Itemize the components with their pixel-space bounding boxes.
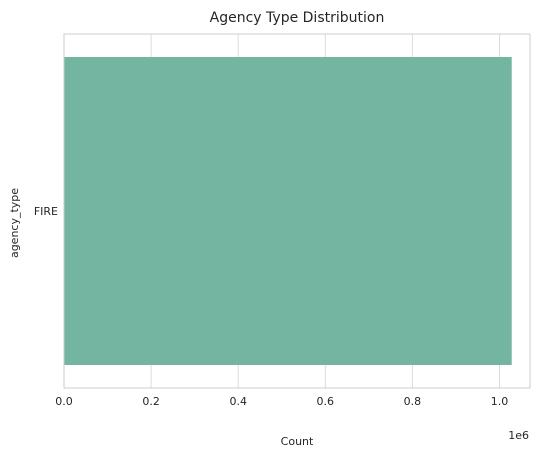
chart-title: Agency Type Distribution bbox=[210, 10, 385, 26]
x-tick-label: 0.6 bbox=[317, 395, 335, 408]
y-axis-label: agency_type bbox=[8, 188, 21, 258]
x-tick-label: 1.0 bbox=[491, 395, 509, 408]
x-tick-label: 0.2 bbox=[142, 395, 160, 408]
x-tick-label: 0.8 bbox=[404, 395, 422, 408]
bar bbox=[64, 57, 512, 365]
x-axis-label: Count bbox=[281, 435, 314, 448]
x-scale-label: 1e6 bbox=[508, 429, 529, 442]
y-tick-label: FIRE bbox=[34, 205, 58, 218]
x-tick-label: 0.4 bbox=[229, 395, 247, 408]
plot-frame bbox=[63, 33, 531, 389]
y-ticks: FIRE bbox=[34, 205, 58, 218]
x-ticks: 0.0 0.2 0.4 0.6 0.8 1.0 bbox=[55, 395, 508, 408]
bars-layer bbox=[64, 57, 512, 365]
x-tick-label: 0.0 bbox=[55, 395, 73, 408]
